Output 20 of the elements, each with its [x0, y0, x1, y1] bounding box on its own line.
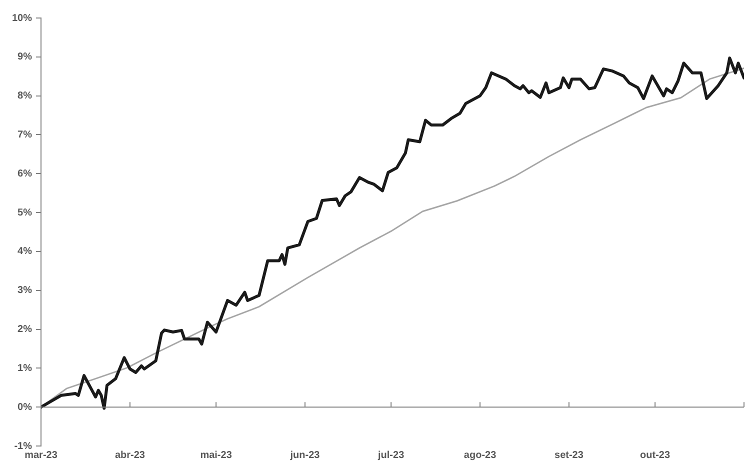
x-tick-label: mai-23 [200, 450, 232, 461]
y-tick-label: -1% [14, 440, 32, 452]
y-tick-label: 10% [12, 12, 32, 24]
y-tick-label: 6% [18, 168, 32, 180]
x-tick-label: out-23 [640, 450, 670, 461]
y-tick-label: 4% [18, 246, 32, 258]
y-tick-label: 0% [18, 402, 32, 413]
y-tick-label: 1% [18, 362, 32, 374]
x-tick-label: jun-23 [289, 450, 320, 461]
y-tick-label: 8% [18, 90, 32, 102]
y-tick-label: 2% [18, 324, 32, 336]
x-tick-label: mar-23 [24, 450, 58, 461]
y-tick-label: 5% [18, 207, 32, 218]
x-tick-label: ago-23 [464, 450, 497, 461]
x-tick-label: abr-23 [114, 450, 146, 461]
x-tick-label: set-23 [554, 450, 584, 461]
x-tick-label: jul-23 [377, 450, 405, 461]
y-tick-label: 7% [18, 129, 32, 140]
y-tick-label: 3% [18, 285, 32, 296]
y-tick-label: 9% [18, 52, 32, 63]
